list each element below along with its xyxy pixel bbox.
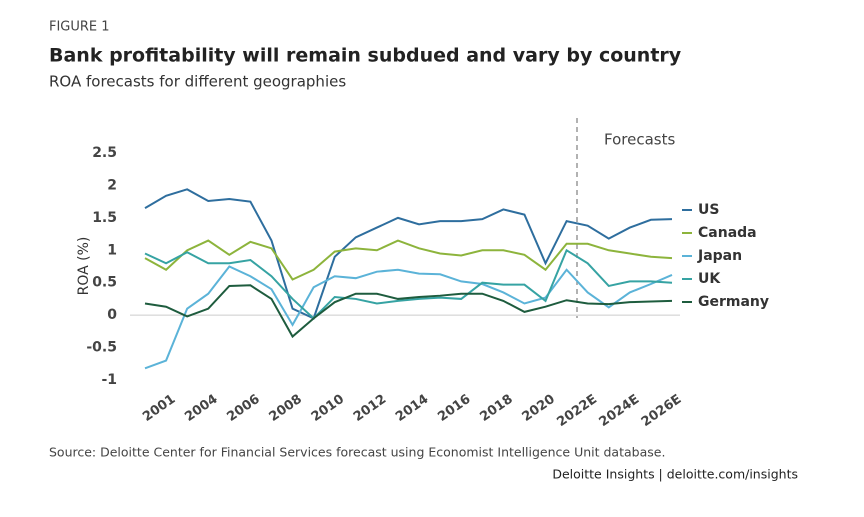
series-line [144, 248, 673, 320]
y-tick-label: 1.5 [92, 210, 117, 226]
x-tick-label: 2024E [597, 392, 643, 430]
x-tick-label: 2014 [393, 392, 431, 425]
chart-title: Bank profitability will remain subdued a… [49, 45, 682, 67]
legend-label: Canada [698, 225, 757, 241]
x-tick-label: 2018 [477, 392, 515, 425]
x-tick-label: 2026E [639, 392, 685, 430]
y-tick-label: -0.5 [86, 340, 117, 356]
legend-label: US [698, 202, 719, 218]
credit: Deloitte Insights | deloitte.com/insight… [552, 467, 798, 482]
annotation: Forecasts [604, 131, 675, 149]
x-tick-label: 2016 [435, 392, 473, 425]
x-tick-label: 2020 [520, 392, 558, 425]
legend-label: UK [698, 271, 721, 287]
x-tick-label: 2006 [224, 392, 262, 425]
series-line [144, 239, 673, 281]
x-tick-label: 2012 [351, 392, 389, 425]
legend-label: Japan [697, 248, 742, 264]
x-tick-label: 2010 [309, 392, 347, 425]
y-tick-label: 1 [107, 242, 117, 258]
x-tick-label: 2004 [182, 392, 220, 425]
y-tick-label: -1 [101, 372, 117, 388]
x-tick-label: 2001 [140, 392, 178, 425]
legend-label: Germany [698, 294, 769, 310]
y-tick-label: 0.5 [92, 275, 117, 291]
source: Source: Deloitte Center for Financial Se… [49, 445, 665, 460]
series-line [144, 284, 673, 339]
figure-label: FIGURE 1 [49, 20, 110, 35]
series-line [144, 265, 673, 370]
y-tick-label: 0 [107, 307, 117, 323]
series-line [144, 188, 673, 320]
x-tick-label: 2022E [554, 392, 600, 430]
y-tick-label: 2 [107, 177, 117, 193]
y-axis-label: ROA (%) [76, 237, 92, 296]
y-tick-label: 2.5 [92, 145, 117, 161]
x-tick-label: 2008 [267, 392, 305, 425]
chart-subtitle: ROA forecasts for different geographies [49, 73, 346, 91]
